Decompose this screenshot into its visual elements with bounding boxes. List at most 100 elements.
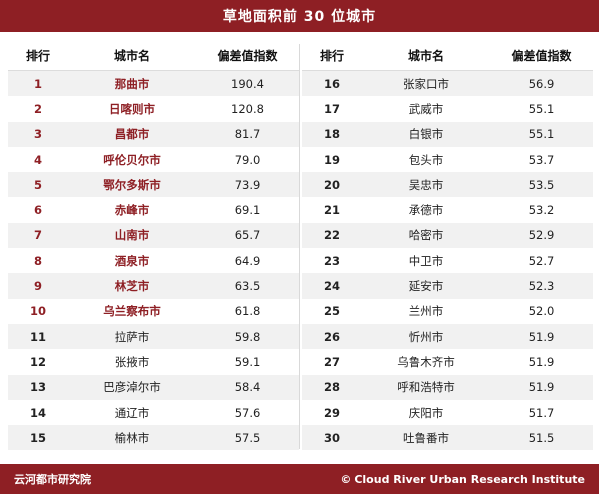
- table-row: 27 乌鲁木齐市 51.9: [302, 349, 593, 375]
- rank-cell: 13: [29, 380, 46, 395]
- left-rows: 1 那曲市 190.4 2 日喀则市 120.8 3 昌都市 81.7 4 呼伦贝尔市 79.0 5 鄂尔…: [8, 71, 299, 451]
- rank-cell: 20: [323, 177, 340, 192]
- table-row: 29 庆阳市 51.7: [302, 399, 593, 426]
- rank-cell: 11: [29, 329, 46, 344]
- table-row: 17 武威市 55.1: [302, 96, 593, 122]
- value-cell: 52.9: [528, 228, 555, 243]
- rank-cell: 9: [33, 279, 42, 294]
- value-cell: 63.5: [234, 279, 261, 294]
- value-cell: 61.8: [234, 304, 261, 319]
- city-cell: 酒泉市: [114, 253, 150, 268]
- city-cell: 忻州市: [408, 329, 444, 344]
- city-cell: 乌鲁木齐市: [397, 354, 455, 369]
- table-row: 4 呼伦贝尔市 79.0: [8, 146, 299, 173]
- city-cell: 兰州市: [408, 304, 444, 319]
- table-row: 9 林芝市 63.5: [8, 273, 299, 299]
- value-cell: 79.0: [234, 152, 261, 167]
- rank-cell: 14: [29, 405, 46, 420]
- copyright-icon: ©: [340, 472, 352, 486]
- city-cell: 日喀则市: [109, 101, 155, 116]
- table-row: 8 酒泉市 64.9: [8, 248, 299, 274]
- city-cell: 中卫市: [408, 253, 444, 268]
- rank-cell: 17: [323, 101, 340, 116]
- city-cell: 拉萨市: [114, 329, 150, 344]
- table-row: 6 赤峰市 69.1: [8, 197, 299, 223]
- value-cell: 81.7: [234, 127, 261, 142]
- table-title: 草地面积前 30 位城市: [0, 0, 599, 32]
- footer-org-en-text: Cloud River Urban Research Institute: [354, 472, 585, 486]
- footer-org-en: © Cloud River Urban Research Institute: [340, 473, 585, 486]
- value-cell: 51.9: [528, 354, 555, 369]
- value-cell: 120.8: [231, 101, 264, 116]
- value-cell: 52.3: [528, 279, 555, 294]
- value-cell: 53.2: [528, 203, 555, 218]
- city-cell: 榆林市: [114, 430, 150, 445]
- rank-cell: 16: [323, 76, 340, 91]
- city-cell: 庆阳市: [408, 405, 444, 420]
- city-cell: 鄂尔多斯市: [103, 177, 161, 192]
- table-header-row: 排行 城市名 偏差值指数: [302, 40, 593, 71]
- table-row: 26 忻州市 51.9: [302, 323, 593, 350]
- city-cell: 呼和浩特市: [397, 380, 455, 395]
- table-row: 16 张家口市 56.9: [302, 71, 593, 97]
- value-cell: 65.7: [234, 228, 261, 243]
- rank-cell: 8: [33, 253, 42, 268]
- table-row: 20 吴忠市 53.5: [302, 172, 593, 198]
- value-cell: 51.5: [528, 430, 555, 445]
- value-cell: 53.5: [528, 177, 555, 192]
- value-cell: 53.7: [528, 152, 555, 167]
- rank-cell: 30: [323, 430, 340, 445]
- city-cell: 吴忠市: [408, 177, 444, 192]
- value-cell: 59.8: [234, 329, 261, 344]
- table-row: 21 承德市 53.2: [302, 197, 593, 223]
- rank-cell: 7: [33, 228, 42, 243]
- table-row: 3 昌都市 81.7: [8, 121, 299, 147]
- table-row: 28 呼和浩特市 51.9: [302, 374, 593, 400]
- city-cell: 延安市: [408, 279, 444, 294]
- rank-cell: 24: [323, 279, 340, 294]
- city-cell: 武威市: [408, 101, 444, 116]
- table-row: 14 通辽市 57.6: [8, 399, 299, 426]
- header-rank: 排行: [319, 48, 344, 63]
- column-divider: [299, 44, 300, 449]
- rank-cell: 3: [33, 127, 42, 142]
- value-cell: 51.9: [528, 329, 555, 344]
- table-row: 5 鄂尔多斯市 73.9: [8, 172, 299, 198]
- header-city: 城市名: [407, 48, 444, 63]
- city-cell: 林芝市: [114, 279, 150, 294]
- table-row: 22 哈密市 52.9: [302, 222, 593, 249]
- city-cell: 巴彦淖尔市: [103, 380, 161, 395]
- value-cell: 56.9: [528, 76, 555, 91]
- rank-cell: 18: [323, 127, 340, 142]
- table-row: 30 吐鲁番市 51.5: [302, 425, 593, 451]
- value-cell: 51.7: [528, 405, 555, 420]
- rank-cell: 19: [323, 152, 340, 167]
- rank-cell: 29: [323, 405, 340, 420]
- value-cell: 55.1: [528, 127, 555, 142]
- footer-org-cn: 云河都市研究院: [14, 473, 91, 486]
- right-rows: 16 张家口市 56.9 17 武威市 55.1 18 白银市 55.1 19 包头市 53.7 20 吴…: [302, 71, 593, 451]
- table-row: 15 榆林市 57.5: [8, 425, 299, 451]
- city-cell: 承德市: [408, 203, 444, 218]
- table-row: 23 中卫市 52.7: [302, 248, 593, 274]
- city-cell: 张掖市: [114, 354, 150, 369]
- value-cell: 52.0: [528, 304, 555, 319]
- table-row: 7 山南市 65.7: [8, 222, 299, 249]
- header-city: 城市名: [113, 48, 150, 63]
- rank-cell: 23: [323, 253, 340, 268]
- city-cell: 赤峰市: [114, 203, 150, 218]
- rank-cell: 27: [323, 354, 340, 369]
- table-row: 24 延安市 52.3: [302, 273, 593, 299]
- rank-cell: 26: [323, 329, 340, 344]
- value-cell: 57.6: [234, 405, 261, 420]
- value-cell: 69.1: [234, 203, 261, 218]
- rank-cell: 1: [33, 76, 42, 91]
- value-cell: 73.9: [234, 177, 261, 192]
- table-row: 1 那曲市 190.4: [8, 71, 299, 97]
- city-cell: 山南市: [114, 228, 150, 243]
- city-cell: 昌都市: [114, 127, 150, 142]
- ranking-table-right: 排行 城市名 偏差值指数 16 张家口市 56.9 17 武威市 55.1 18 白银市 55.…: [302, 40, 593, 451]
- city-cell: 包头市: [408, 152, 444, 167]
- table-row: 10 乌兰察布市 61.8: [8, 298, 299, 324]
- city-cell: 吐鲁番市: [403, 430, 449, 445]
